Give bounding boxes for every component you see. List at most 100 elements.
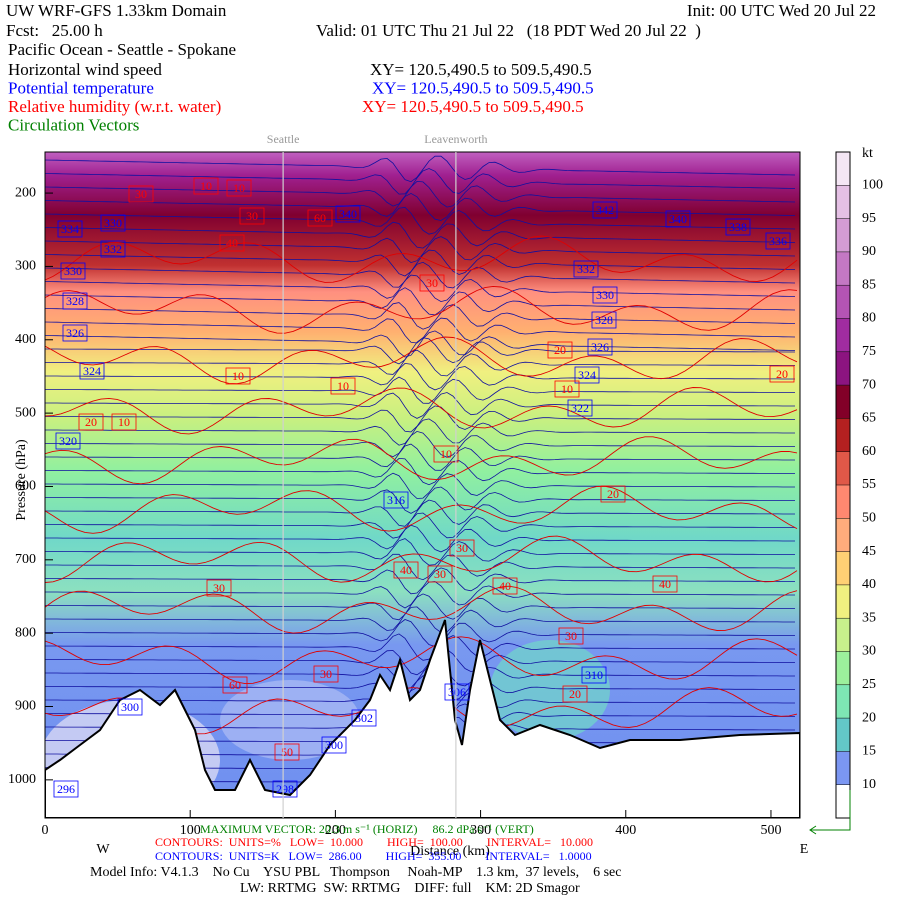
contour-label-box (335, 205, 361, 223)
plot-frame (44, 151, 801, 819)
contour-label-box (449, 539, 475, 557)
colorbar-swatch (836, 152, 850, 186)
y-tick-label: 200 (15, 185, 36, 200)
colorbar-label: 45 (862, 544, 876, 559)
contour-label-box (433, 445, 459, 463)
theta-contour (45, 472, 795, 499)
contour-label: 20 (569, 687, 581, 701)
physics-info: LW: RRTMG SW: RRTMG DIFF: full KM: 2D Sm… (240, 881, 580, 896)
theta-contour (45, 418, 795, 446)
colorbar-label: 35 (862, 610, 876, 625)
contour-label: 328 (66, 294, 84, 308)
rh-contour (45, 436, 798, 485)
theta-contour (45, 430, 795, 458)
x-axis-label: Distance (km) (410, 844, 490, 859)
contour-label: 30 (434, 567, 446, 581)
contour-label-box (665, 210, 691, 228)
contour-label: 40 (659, 577, 671, 591)
colorbar-label: 95 (862, 211, 876, 226)
model-info: Model Info: V4.1.3 No Cu YSU PBL Thompso… (90, 865, 621, 880)
colorbar-label: 15 (862, 744, 876, 759)
rh-contour (45, 336, 798, 385)
forecast-hour: Fcst: 25.00 h (6, 21, 103, 40)
colorbar-label: 10 (862, 777, 876, 792)
theta-contour (45, 581, 795, 609)
contour-label: 326 (591, 340, 609, 354)
rh-contour (45, 535, 798, 583)
contour-label-box (79, 362, 105, 380)
contour-label-box (206, 579, 232, 597)
contour-label: 340 (339, 207, 357, 221)
theta-contour (45, 362, 795, 391)
contour-label: 336 (769, 234, 787, 248)
colorbar-swatch (836, 584, 850, 619)
contour-label-box (419, 274, 445, 292)
contour-label: 324 (83, 364, 101, 378)
contour-label: 20 (607, 487, 619, 501)
colorbar-swatch (836, 485, 850, 519)
contour-label: 328 (595, 313, 613, 327)
contour-label: 10 (232, 369, 244, 383)
theta-contour (45, 221, 796, 249)
subtitle: Pacific Ocean - Seattle - Spokane (8, 40, 236, 59)
theta-contour (45, 206, 796, 235)
contour-label-box (351, 709, 377, 727)
theta-contour (45, 443, 795, 471)
colorbar-label: 80 (862, 311, 876, 326)
contour-label: 296 (57, 782, 75, 796)
init-time: Init: 00 UTC Wed 20 Jul 22 (687, 1, 876, 20)
contour-label-box (492, 577, 518, 595)
contour-label-box (321, 736, 347, 754)
contour-label: 300 (121, 700, 139, 714)
theta-contour (45, 330, 796, 358)
contour-label-box (307, 209, 333, 227)
contour-label: 40 (499, 579, 511, 593)
contour-label-box (62, 324, 88, 342)
y-tick-label: 300 (15, 259, 36, 274)
colorbar-swatch (836, 651, 850, 685)
theta-contour (45, 349, 795, 377)
contour-label-box (60, 262, 86, 280)
contour-label: 60 (314, 211, 326, 225)
contour-label-box (219, 234, 245, 252)
theta-contour (45, 538, 795, 566)
field-xy: XY= 120.5,490.5 to 509.5,490.5 (372, 78, 594, 97)
valid-time: Valid: 01 UTC Thu 21 Jul 22 (18 PDT Wed … (316, 21, 701, 40)
contour-label: 330 (64, 264, 82, 278)
contour-label-box (111, 413, 137, 431)
contour-label: 326 (66, 326, 84, 340)
contour-label: 30 (213, 581, 225, 595)
contour-label-box (128, 185, 154, 203)
rh-contour (45, 285, 798, 334)
contour-label: 320 (59, 434, 77, 448)
contour-label-box (765, 232, 791, 250)
contour-label-box (592, 286, 618, 304)
fill-patch (220, 680, 360, 760)
field-name: Circulation Vectors (8, 115, 139, 134)
contour-label: 20 (85, 415, 97, 429)
contour-label-box (554, 380, 580, 398)
fill-patch (490, 640, 610, 740)
contour-label: 10 (200, 179, 212, 193)
contour-label-box (100, 214, 126, 232)
y-tick-label: 400 (15, 332, 36, 347)
theta-contour (45, 261, 796, 289)
rh-contour (45, 485, 798, 534)
vector-key (809, 790, 851, 835)
contour-label: 20 (554, 343, 566, 357)
colorbar-label: 70 (862, 377, 876, 392)
colorbar-label: 20 (862, 710, 876, 725)
theta-contour (45, 392, 795, 419)
colorbar-swatch (836, 418, 850, 452)
colorbar-swatch (836, 185, 850, 219)
contour-label-box (600, 485, 626, 503)
colorbar-label: 60 (862, 444, 876, 459)
axes: 0 100 200 300 400 500 200 300 400 500 600 700 800 900… (8, 185, 781, 838)
colorbar-label: 40 (862, 577, 876, 592)
colorbar-label: 50 (862, 511, 876, 526)
y-tick-label: 500 (15, 405, 36, 420)
contour-label: 332 (104, 242, 122, 256)
contour-label-box (62, 292, 88, 310)
